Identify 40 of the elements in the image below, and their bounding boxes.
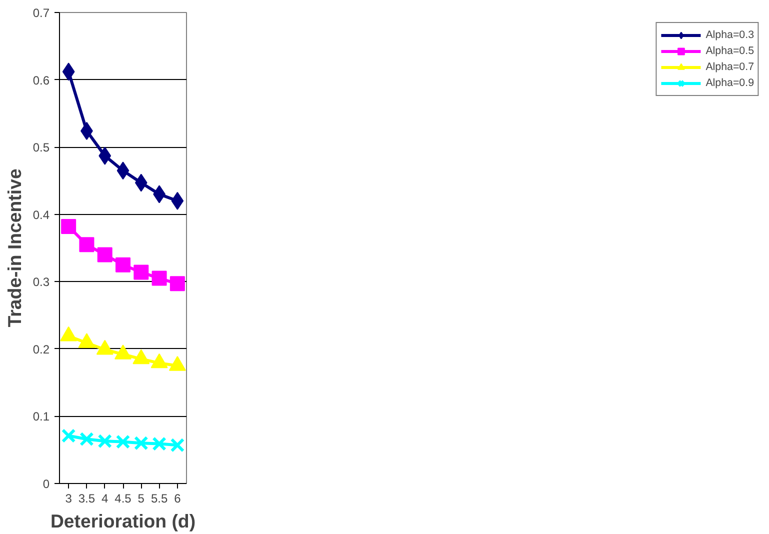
y-tick-label: 0.5 (32, 140, 50, 155)
y-tick-label: 0 (42, 477, 50, 491)
y-tick-label: 0.4 (32, 208, 50, 222)
legend-label: Alpha=0.5 (706, 45, 754, 57)
legend-label: Alpha=0.3 (706, 29, 754, 41)
y-tick-label: 0.3 (32, 275, 50, 290)
y-axis-title: Trade-in Incentive (4, 168, 25, 328)
point (97, 247, 112, 262)
point (171, 192, 184, 210)
point (61, 218, 76, 234)
point (134, 436, 148, 450)
x-axis-title: Deterioration (d) (50, 510, 196, 532)
x-tick-label: 5.5 (150, 492, 168, 506)
point (170, 276, 185, 292)
y-tick-label: 0.6 (32, 73, 50, 88)
point (134, 264, 149, 280)
x-tick-label: 6 (174, 492, 182, 506)
point (61, 428, 76, 443)
y-tick-label: 0.2 (32, 342, 50, 356)
y-tick-label: 0.7 (32, 6, 50, 20)
point (116, 434, 130, 449)
point (62, 62, 75, 81)
x-tick-label: 4.5 (114, 492, 132, 506)
point (80, 432, 94, 446)
x-tick-label: 4 (102, 492, 109, 506)
point (170, 438, 185, 452)
y-tick-label: 0.1 (32, 410, 50, 424)
point (116, 162, 130, 180)
x-tick-label: 3 (65, 492, 72, 506)
legend-label: Alpha=0.7 (706, 61, 754, 73)
point (152, 270, 167, 286)
legend-label: Alpha=0.9 (706, 77, 754, 89)
x-tick-label: 3.5 (78, 492, 96, 506)
point (79, 237, 94, 252)
point (98, 434, 112, 448)
point (152, 436, 166, 451)
point (98, 146, 112, 165)
point (116, 257, 130, 272)
point (134, 174, 148, 192)
x-tick-label: 5 (138, 492, 145, 506)
